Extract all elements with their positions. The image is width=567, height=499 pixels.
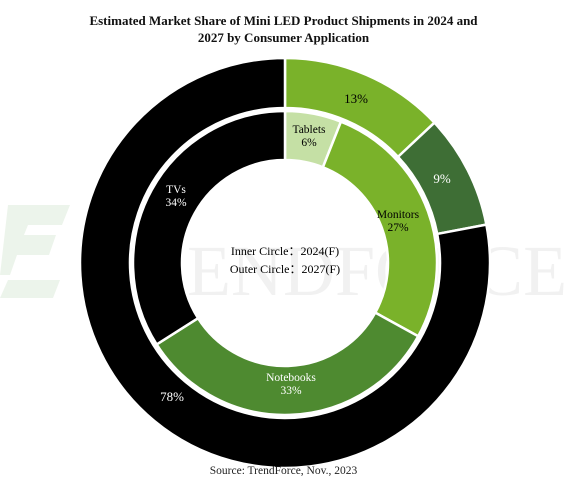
inner-slice-monitors — [321, 120, 439, 338]
inner-label-tablets: Tablets 6% — [292, 124, 326, 149]
inner-slice-notebooks — [154, 310, 420, 417]
chart-title-line1: Estimated Market Share of Mini LED Produ… — [89, 13, 478, 28]
outer-label-segment-2: 9% — [433, 171, 451, 186]
outer-label-segment-1: 13% — [344, 91, 368, 106]
outer-ring — [78, 56, 492, 470]
inner-label-notebooks: Notebooks 33% — [266, 372, 316, 397]
chart-title-line2: 2027 by Consumer Application — [197, 30, 370, 45]
center-label-inner: Inner Circle：2024(F) — [231, 244, 339, 258]
inner-slice-tvs — [131, 109, 287, 347]
chart-source: Source: TrendForce, Nov., 2023 — [209, 465, 358, 477]
chart-title: Estimated Market Share of Mini LED Produ… — [0, 12, 567, 46]
inner-label-monitors: Monitors 27% — [377, 209, 420, 234]
outer-label-segment-3: 78% — [160, 389, 184, 404]
center-label-outer: Outer Circle：2027(F) — [230, 262, 340, 276]
slice-labels: Tablets 6% Monitors 27% Notebooks 33% TVs 34% 13… — [160, 91, 451, 404]
inner-ring — [131, 109, 439, 417]
inner-label-tvs: TVs 34% — [165, 184, 187, 209]
outer-slice-segment-3 — [78, 56, 492, 470]
